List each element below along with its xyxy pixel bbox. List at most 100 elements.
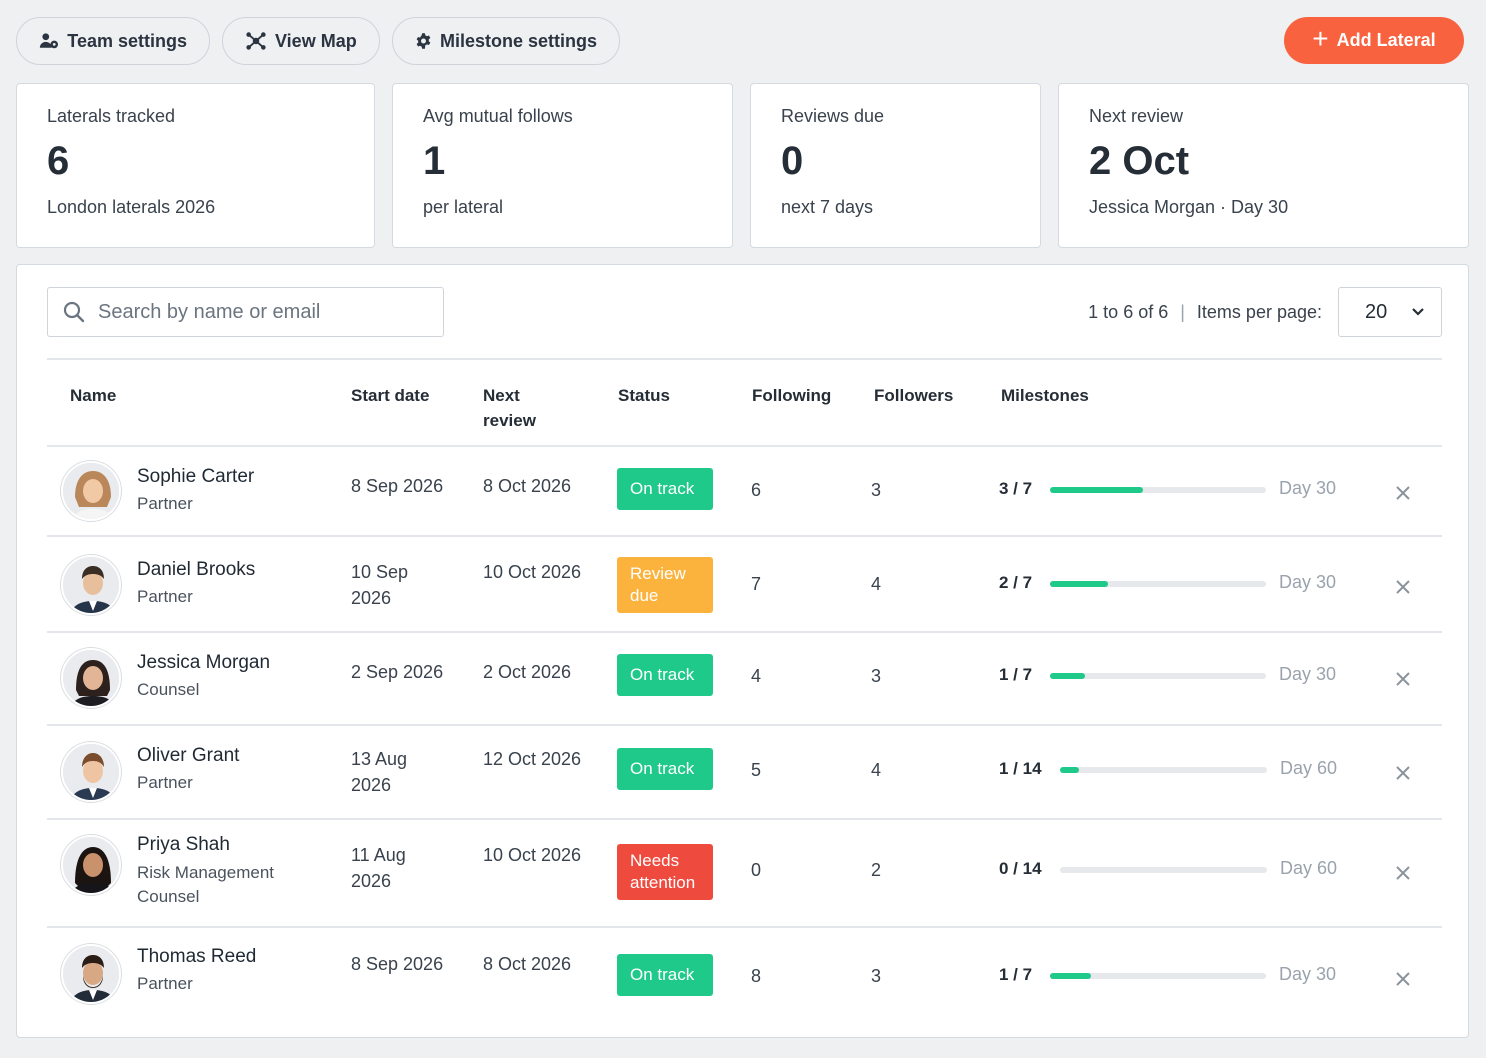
milestone-count: 3 / 7 [999,479,1033,498]
milestone-progress-bar [1050,973,1266,979]
status-badge-line1: Review [630,564,686,583]
team-settings-icon [39,33,59,49]
search-box[interactable] [47,287,444,337]
milestone-progress-bar [1060,867,1267,873]
following-count: 6 [751,480,762,500]
start-date: 11 Aug 2026 [351,842,406,894]
close-icon[interactable] [1392,482,1414,504]
lateral-role-line1: Risk Management [137,863,275,882]
search-input[interactable] [98,300,418,324]
table-row[interactable]: Oliver Grant Partner 13 Aug 2026 12 Oct … [47,726,1442,820]
milestone-count: 2 / 7 [999,573,1033,592]
milestone-count: 1 / 7 [999,965,1033,984]
pagination: 1 to 6 of 6 | Items per page: 20 [1088,287,1442,337]
view-map-button[interactable]: View Map [222,17,380,65]
lateral-role: Partner [137,494,193,513]
items-per-page-select[interactable]: 20 [1338,287,1442,337]
row-divider [47,631,1442,633]
milestone-day: Day 30 [1279,964,1337,984]
col-header-next-review-line1: Next [483,386,520,405]
avatar [61,461,121,521]
milestone-progress-bar [1050,487,1266,493]
start-date: 8 Sep 2026 [351,476,444,496]
gear-icon [416,33,431,49]
close-icon[interactable] [1392,762,1414,784]
start-date-line1: 11 Aug [351,845,406,865]
col-header-next-review[interactable]: Next review [483,383,536,433]
divider [47,358,1442,360]
table-row[interactable]: Daniel Brooks Partner 10 Sep 2026 10 Oct… [47,537,1442,633]
close-icon[interactable] [1392,968,1414,990]
stat-card-reviews-due: Reviews due 0 next 7 days [750,83,1041,248]
close-icon[interactable] [1392,576,1414,598]
table-row[interactable]: Sophie Carter Partner 8 Sep 2026 8 Oct 2… [47,447,1442,537]
col-header-following[interactable]: Following [752,386,832,405]
stat-subtext: per lateral [423,197,504,217]
close-icon[interactable] [1392,862,1414,884]
milestone-progress-bar [1050,581,1266,587]
stat-label: Reviews due [781,106,885,126]
status-badge-line1: Needs [630,851,680,870]
view-map-label: View Map [275,30,357,51]
stat-label: Next review [1089,106,1184,126]
col-header-status[interactable]: Status [618,386,670,405]
stat-value: 1 [423,139,446,183]
chevron-down-icon [1412,308,1424,316]
team-settings-button[interactable]: Team settings [16,17,210,65]
milestone-count: 0 / 14 [999,859,1042,878]
stat-value: 2 Oct [1089,139,1190,183]
lateral-name[interactable]: Thomas Reed [137,946,257,967]
avatar [61,555,121,615]
next-review-date: 2 Oct 2026 [483,662,572,682]
laterals-table-panel: 1 to 6 of 6 | Items per page: 20 Name St… [16,264,1469,1038]
lateral-name[interactable]: Jessica Morgan [137,652,271,673]
status-badge: On track [617,748,713,790]
lateral-name[interactable]: Sophie Carter [137,466,255,487]
milestone-settings-button[interactable]: Milestone settings [392,17,620,65]
start-date: 13 Aug 2026 [351,746,407,798]
network-map-icon [246,32,266,50]
col-header-milestones[interactable]: Milestones [1001,386,1089,405]
following-count: 7 [751,574,762,594]
lateral-role-line2: Counsel [137,887,200,906]
milestone-day: Day 60 [1280,758,1338,778]
next-review-date: 10 Oct 2026 [483,562,582,582]
milestone-count: 1 / 7 [999,665,1033,684]
milestone-day: Day 30 [1279,664,1337,684]
start-date-line2: 2026 [351,775,392,795]
start-date-line2: 2026 [351,871,392,891]
lateral-role: Risk Management Counsel [137,861,274,909]
start-date-line1: 10 Sep [351,562,409,582]
add-lateral-button[interactable]: + Add Lateral [1284,17,1464,64]
col-header-followers[interactable]: Followers [874,386,954,405]
lateral-name[interactable]: Oliver Grant [137,745,240,766]
status-badge-line2: attention [630,873,696,892]
milestone-day: Day 60 [1280,858,1338,878]
pagination-separator: | [1180,301,1185,322]
stat-label: Laterals tracked [47,106,176,126]
col-header-name[interactable]: Name [70,386,117,405]
lateral-role: Partner [137,974,193,993]
avatar [61,648,121,708]
items-per-page-label: Items per page: [1196,301,1322,322]
toolbar: Team settings View Map Milestone setting… [16,17,620,65]
milestone-day: Day 30 [1279,572,1337,592]
col-header-start-date[interactable]: Start date [351,386,430,405]
milestone-day: Day 30 [1279,478,1337,498]
table-row[interactable]: Thomas Reed Partner 8 Sep 2026 8 Oct 202… [47,928,1442,1028]
status-badge: Review due [617,557,713,613]
following-count: 4 [751,666,762,686]
start-date: 10 Sep 2026 [351,559,408,611]
lateral-name[interactable]: Priya Shah [137,834,230,855]
table-row[interactable]: Jessica Morgan Counsel 2 Sep 2026 2 Oct … [47,633,1442,726]
status-badge: On track [617,954,713,996]
lateral-name[interactable]: Daniel Brooks [137,559,256,580]
milestone-count: 1 / 14 [999,759,1042,778]
close-icon[interactable] [1392,668,1414,690]
followers-count: 4 [871,760,882,780]
table-row[interactable]: Priya Shah Risk Management Counsel 11 Au… [47,820,1442,928]
start-date: 2 Sep 2026 [351,662,444,682]
avatar [61,742,121,802]
followers-count: 4 [871,574,882,594]
lateral-role: Partner [137,773,193,792]
